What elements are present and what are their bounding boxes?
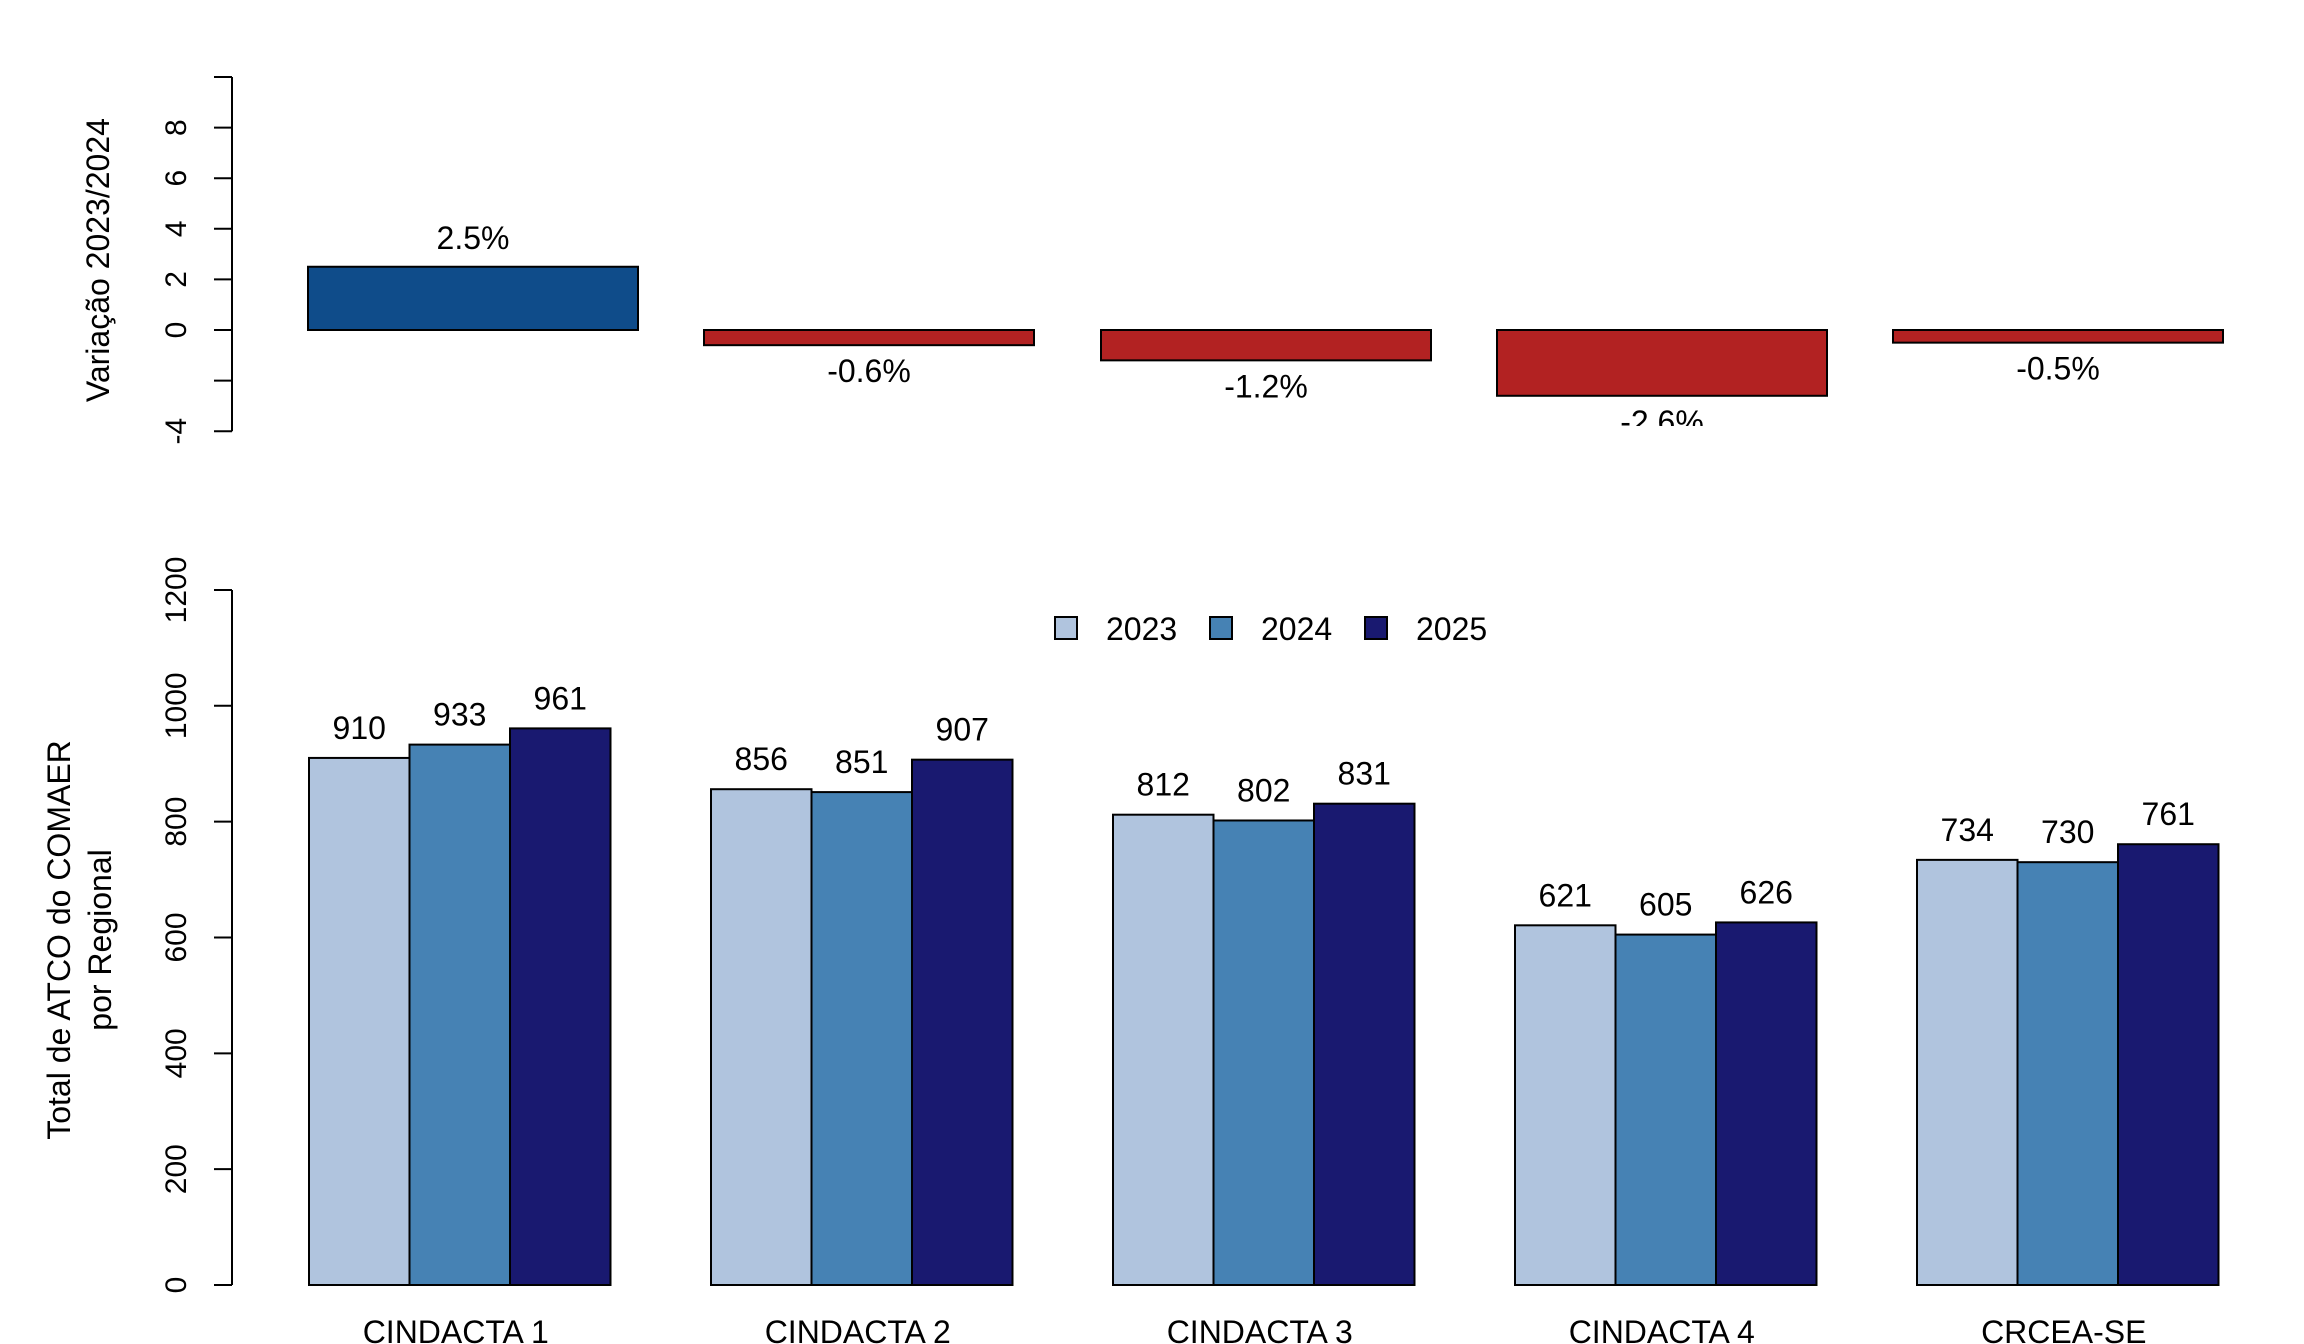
x-category-label-cindacta-1: CINDACTA 1 <box>363 1314 549 1344</box>
bar-cindacta-3-2024 <box>1212 819 1315 1287</box>
y-tick-label: 2 <box>160 271 193 288</box>
total-atco-chart: 0 200 400 600 800 1000 1200 Total de ATCO do CO… <box>41 557 2220 1344</box>
bar-group-cindacta-3: 812 802 831 CINDACTA 3 <box>1112 756 1416 1344</box>
bar-crcea-se-2024 <box>2016 861 2119 1287</box>
variation-chart: -4 0 2 4 6 8 Variação 2023/2024 2.5% -0.6% -1.2% -… <box>80 76 2224 445</box>
legend-swatch-2024 <box>1209 616 1233 640</box>
variation-bar-cindacta-2 <box>703 329 1035 347</box>
y-tick-label: 1200 <box>160 557 193 624</box>
x-category-label-cindacta-2: CINDACTA 2 <box>765 1314 951 1344</box>
y-tick-label: 0 <box>160 322 193 339</box>
y-tick-label: -4 <box>160 418 193 445</box>
bar-cindacta-2-2024 <box>810 791 913 1287</box>
bar-group-cindacta-2: 856 851 907 CINDACTA 2 <box>710 712 1014 1344</box>
y-tick-label: 4 <box>160 220 193 237</box>
variation-label-cindacta-4: -2.6% <box>1620 404 1704 440</box>
legend: 2023 2024 2025 <box>1054 611 1487 647</box>
bar-group-cindacta-1: 910 933 961 CINDACTA 1 <box>308 680 612 1344</box>
bar-value-label-cindacta-3-2025: 831 <box>1338 756 1391 792</box>
bar-cindacta-3-2025 <box>1313 802 1416 1286</box>
y-tick-label: 0 <box>160 1277 193 1294</box>
legend-label-2024: 2024 <box>1261 611 1332 647</box>
bar-value-label-cindacta-1-2024: 933 <box>433 697 486 733</box>
y-tick-label: 400 <box>160 1028 193 1078</box>
bar-cindacta-4-2025 <box>1715 921 1818 1286</box>
legend-label-2023: 2023 <box>1106 611 1177 647</box>
y-tick-label: 800 <box>160 797 193 847</box>
bar-value-label-cindacta-1-2023: 910 <box>333 710 386 746</box>
y-tick-label: 600 <box>160 912 193 962</box>
x-category-label-cindacta-3: CINDACTA 3 <box>1167 1314 1353 1344</box>
variation-bar-crcea-se <box>1892 329 2224 344</box>
bar-value-label-cindacta-4-2025: 626 <box>1740 874 1793 910</box>
bar-crcea-se-2025 <box>2117 843 2220 1287</box>
bar-value-label-cindacta-3-2024: 802 <box>1237 772 1290 808</box>
variation-label-cindacta-2: -0.6% <box>827 353 911 389</box>
y-tick-label: 6 <box>160 170 193 187</box>
legend-label-2025: 2025 <box>1416 611 1487 647</box>
bar-cindacta-3-2023 <box>1112 813 1215 1286</box>
y-axis-label: Variação 2023/2024 <box>80 118 116 402</box>
variation-bar-cindacta-1 <box>307 265 639 331</box>
variation-label-crcea-se: -0.5% <box>2016 351 2100 387</box>
x-category-label-crcea-se: CRCEA-SE <box>1981 1314 2146 1344</box>
bar-cindacta-4-2023 <box>1514 924 1617 1286</box>
bar-value-label-crcea-se-2024: 730 <box>2041 814 2094 850</box>
bar-value-label-cindacta-4-2023: 621 <box>1539 877 1592 913</box>
variation-bars: 2.5% -0.6% -1.2% -2.6% -0.5% <box>307 220 2224 440</box>
variation-bar-cindacta-3 <box>1100 329 1432 362</box>
bar-value-label-cindacta-2-2025: 907 <box>936 712 989 748</box>
bar-cindacta-2-2023 <box>710 788 813 1286</box>
y-tick-label: 200 <box>160 1144 193 1194</box>
y-axis-label-line-2: por Regional <box>82 849 118 1030</box>
bar-cindacta-1-2023 <box>308 756 411 1286</box>
bar-value-label-cindacta-2-2024: 851 <box>835 744 888 780</box>
variation-bar-cindacta-4 <box>1496 329 1828 397</box>
legend-swatch-2023 <box>1054 616 1078 640</box>
bar-value-label-cindacta-2-2023: 856 <box>735 741 788 777</box>
bar-value-label-crcea-se-2025: 761 <box>2142 796 2195 832</box>
y-tick-label: 8 <box>160 119 193 136</box>
bar-cindacta-1-2024 <box>408 743 511 1286</box>
bar-group-cindacta-4: 621 605 626 CINDACTA 4 <box>1514 874 1818 1344</box>
y-axis-label-line-1: Total de ATCO do COMAER <box>41 740 77 1140</box>
bar-cindacta-1-2025 <box>509 727 612 1286</box>
bar-value-label-cindacta-3-2023: 812 <box>1137 767 1190 803</box>
bar-cindacta-2-2025 <box>911 758 1014 1286</box>
y-tick-label: 1000 <box>160 672 193 739</box>
x-category-label-cindacta-4: CINDACTA 4 <box>1569 1314 1755 1344</box>
bar-value-label-cindacta-1-2025: 961 <box>534 680 587 716</box>
bar-value-label-cindacta-4-2024: 605 <box>1639 887 1692 923</box>
bar-value-label-crcea-se-2023: 734 <box>1941 812 1994 848</box>
bar-crcea-se-2023 <box>1916 858 2019 1286</box>
variation-label-cindacta-1: 2.5% <box>437 220 510 256</box>
bar-group-crcea-se: 734 730 761 CRCEA-SE <box>1916 796 2220 1344</box>
legend-swatch-2025 <box>1364 616 1388 640</box>
bar-cindacta-4-2024 <box>1614 933 1717 1286</box>
variation-label-cindacta-3: -1.2% <box>1224 368 1308 404</box>
